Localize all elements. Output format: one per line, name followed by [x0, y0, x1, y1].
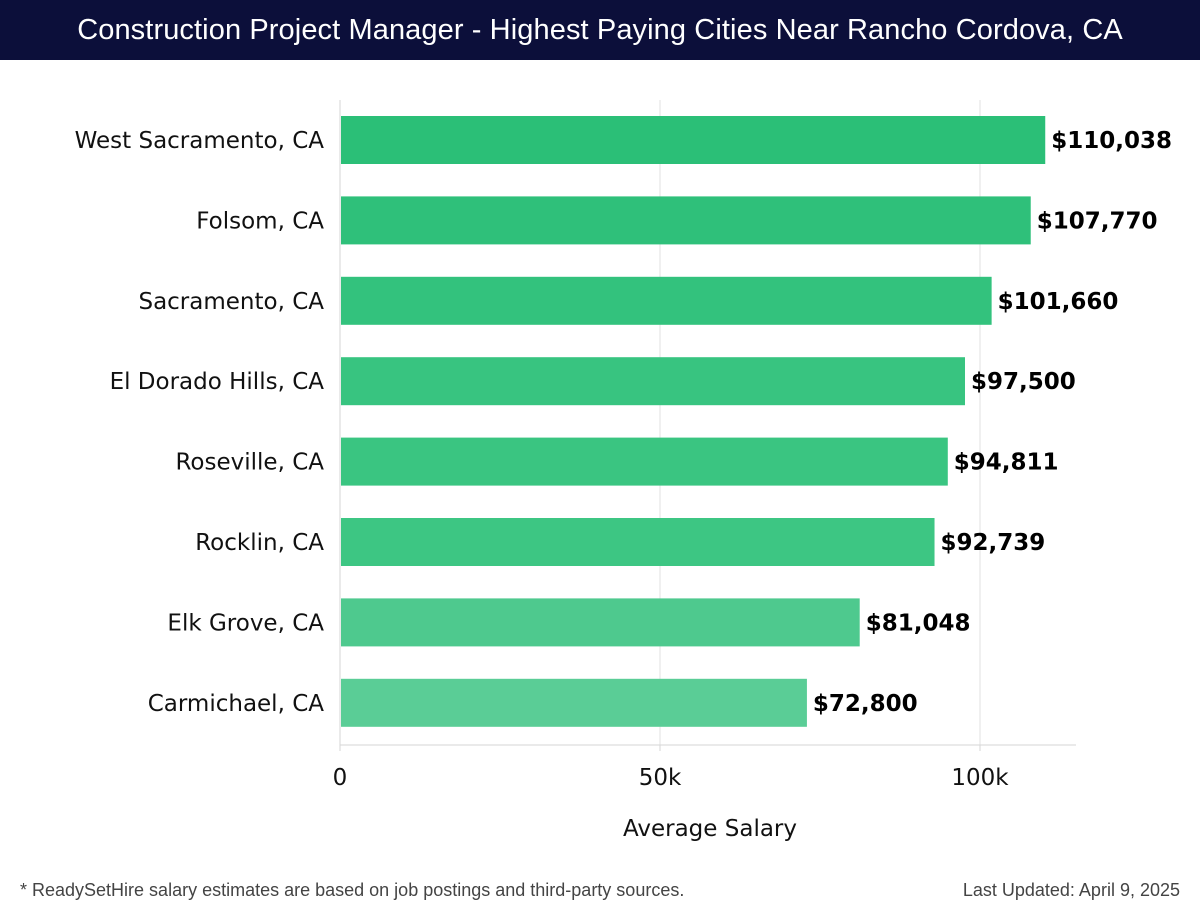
- bar: [341, 598, 860, 647]
- bar: [341, 116, 1046, 164]
- bar: [341, 276, 992, 325]
- x-tick-label: 0: [333, 765, 348, 791]
- last-updated: Last Updated: April 9, 2025: [962, 880, 1180, 900]
- chart-title: Construction Project Manager - Highest P…: [0, 0, 1200, 60]
- value-label: $107,770: [1037, 208, 1158, 234]
- bar: [341, 518, 935, 566]
- bar: [341, 678, 807, 727]
- value-label: $81,048: [866, 610, 971, 636]
- value-label: $72,800: [813, 691, 918, 717]
- bar-chart: West Sacramento, CA $110,038 Folsom, CA $10…: [75, 100, 1172, 842]
- value-label: $92,739: [941, 530, 1046, 556]
- x-tick-label: 50k: [639, 765, 682, 791]
- x-tick-label: 100k: [951, 765, 1009, 791]
- bar: [341, 437, 948, 486]
- bar: [341, 357, 965, 406]
- category-label: Rocklin, CA: [195, 530, 324, 556]
- value-label: $110,038: [1051, 128, 1172, 154]
- category-label: Sacramento, CA: [138, 289, 324, 315]
- category-label: El Dorado Hills, CA: [110, 369, 325, 395]
- category-label: Roseville, CA: [175, 450, 324, 476]
- category-label: Carmichael, CA: [148, 691, 325, 717]
- value-label: $97,500: [971, 369, 1076, 395]
- value-label: $101,660: [998, 289, 1119, 315]
- category-label: Folsom, CA: [196, 208, 324, 234]
- category-label: Elk Grove, CA: [167, 610, 324, 636]
- bar: [341, 196, 1031, 245]
- footer-note: * ReadySetHire salary estimates are base…: [20, 880, 685, 900]
- x-axis-title: Average Salary: [623, 816, 797, 842]
- value-label: $94,811: [954, 450, 1059, 476]
- category-label: West Sacramento, CA: [75, 128, 325, 154]
